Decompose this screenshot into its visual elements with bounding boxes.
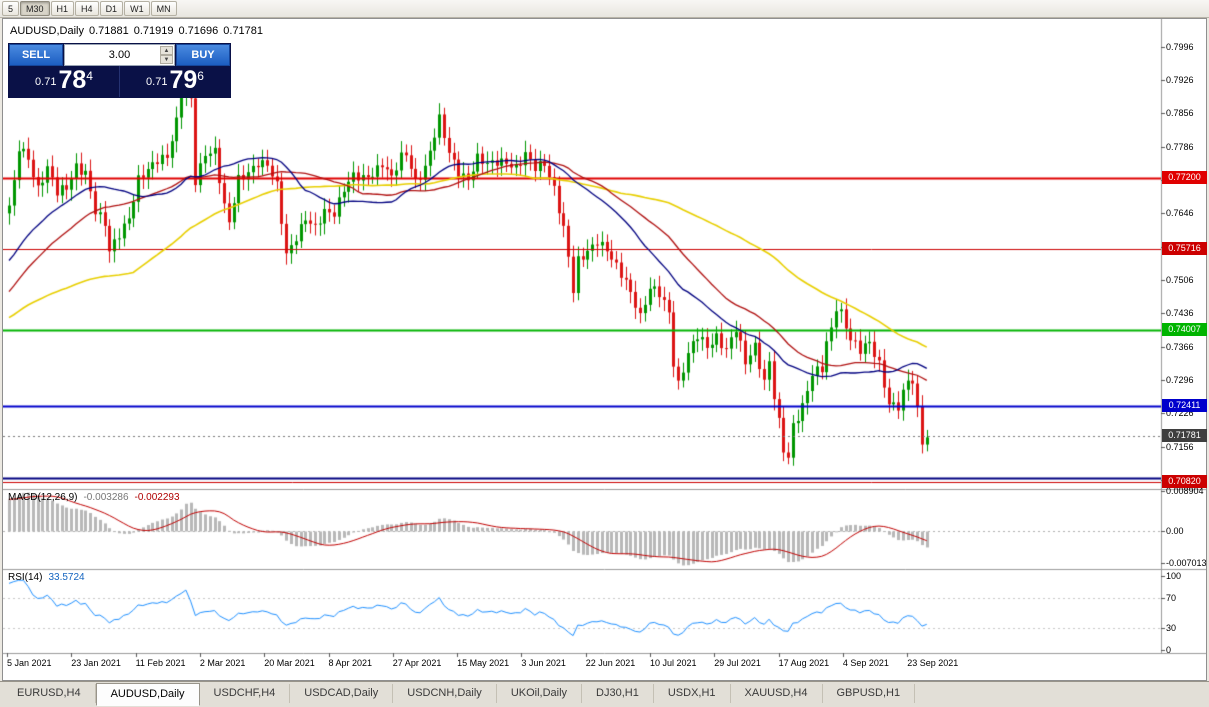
time-axis-label: 29 Jul 2021 — [714, 658, 761, 668]
ohlc-open: 0.71881 — [88, 25, 129, 37]
ask-price-big-digits: 79 — [169, 66, 198, 94]
bid-price-big-digits: 78 — [58, 66, 87, 94]
price-level-badge: 0.74007 — [1162, 323, 1207, 336]
chart-tab-usdcad[interactable]: USDCAD,Daily — [290, 684, 394, 703]
one-click-trading-panel: SELL 3.00 ▲ ▼ BUY 0.71 78 4 0.71 79 6 — [8, 43, 231, 98]
time-axis-label: 23 Sep 2021 — [907, 658, 959, 668]
timeframe-button-mn[interactable]: MN — [150, 1, 177, 16]
axis-tick-label: 0.7786 — [1166, 141, 1194, 152]
macd-indicator-header: MACD(12,26,9) -0.003286 -0.002293 — [8, 492, 180, 503]
time-axis-label: 22 Jun 2021 — [585, 658, 636, 668]
chart-tab-usdcnh[interactable]: USDCNH,Daily — [393, 684, 497, 703]
axis-tick-label: 70 — [1166, 593, 1177, 604]
price-chart-canvas[interactable] — [3, 19, 1206, 680]
axis-tick-label: 0.7296 — [1166, 374, 1194, 385]
price-level-badge: 0.75716 — [1162, 241, 1207, 255]
time-axis-label: 15 May 2021 — [457, 658, 510, 668]
ask-price: 0.71 79 6 — [119, 66, 230, 97]
axis-tick-label: 0.008904 — [1166, 486, 1204, 496]
rsi-label: RSI(14) — [8, 572, 43, 583]
time-axis-label: 3 Jun 2021 — [521, 658, 566, 668]
axis-tick-label: -0.007013 — [1166, 558, 1207, 568]
chart-tab-xauusd[interactable]: XAUUSD,H4 — [731, 684, 823, 703]
timeframe-button-h4[interactable]: H4 — [75, 1, 99, 16]
lot-increase-icon[interactable]: ▲ — [160, 46, 173, 55]
timeframe-button-5[interactable]: 5 — [2, 1, 20, 16]
macd-label: MACD(12,26,9) — [8, 492, 78, 503]
chart-tab-ukoil[interactable]: UKOil,Daily — [497, 684, 583, 703]
price-level-badge: 0.72411 — [1162, 399, 1207, 412]
axis-tick-label: 0.7226 — [1166, 408, 1194, 419]
ohlc-low: 0.71696 — [178, 25, 219, 37]
time-axis-label: 4 Sep 2021 — [842, 658, 889, 668]
ohlc-close: 0.71781 — [223, 25, 264, 37]
time-axis-label: 11 Feb 2021 — [135, 658, 186, 668]
timeframe-toolbar: 5 M30 H1 H4 D1 W1 MN — [0, 0, 1209, 18]
axis-tick-label: 100 — [1166, 571, 1182, 581]
time-axis-label: 17 Aug 2021 — [778, 658, 830, 668]
time-axis-label: 20 Mar 2021 — [264, 658, 315, 668]
chart-tab-usdx[interactable]: USDX,H1 — [654, 684, 731, 703]
time-axis-label: 2 Mar 2021 — [199, 658, 246, 668]
rsi-indicator-header: RSI(14) 33.5724 — [8, 572, 85, 583]
sell-button[interactable]: SELL — [9, 44, 63, 66]
trade-panel-quotes: 0.71 78 4 0.71 79 6 — [9, 66, 230, 97]
axis-tick-label: 0.7926 — [1166, 74, 1194, 85]
lot-decrease-icon[interactable]: ▼ — [160, 55, 173, 64]
chart-ohlc-header: AUDUSD,Daily 0.71881 0.71919 0.71696 0.71781 — [10, 25, 268, 37]
chart-tab-usdchf[interactable]: USDCHF,H4 — [200, 684, 291, 703]
timeframe-button-h1[interactable]: H1 — [50, 1, 75, 16]
current-price-badge: 0.71781 — [1162, 429, 1207, 442]
buy-button[interactable]: BUY — [176, 44, 230, 66]
ohlc-high: 0.71919 — [133, 25, 174, 37]
axis-tick-label: 0.7366 — [1166, 341, 1194, 352]
axis-tick-label: 0.7156 — [1166, 441, 1194, 452]
chart-window: AUDUSD,Daily 0.71881 0.71919 0.71696 0.71781… — [2, 18, 1207, 681]
bid-price-pip-digit: 4 — [86, 69, 93, 83]
time-axis-label: 5 Jan 2021 — [7, 658, 52, 668]
timeframe-button-m30[interactable]: M30 — [20, 1, 50, 16]
time-axis-label: 10 Jul 2021 — [650, 658, 697, 668]
axis-tick-label: 30 — [1166, 622, 1177, 633]
bid-price: 0.71 78 4 — [9, 66, 119, 97]
lot-size-field[interactable]: 3.00 ▲ ▼ — [64, 44, 175, 66]
chart-tab-gbpusd[interactable]: GBPUSD,H1 — [823, 684, 916, 703]
axis-tick-label: 0.7506 — [1166, 274, 1194, 285]
chart-tab-dj30[interactable]: DJ30,H1 — [582, 684, 654, 703]
rsi-value: 33.5724 — [48, 572, 85, 583]
chart-symbol-label: AUDUSD,Daily — [10, 25, 84, 37]
ask-price-prefix: 0.71 — [146, 76, 168, 88]
price-level-badge: 0.70820 — [1162, 474, 1207, 488]
lot-size-value: 3.00 — [108, 49, 131, 61]
axis-tick-label: 0.7996 — [1166, 41, 1194, 52]
axis-tick-label: 0.7646 — [1166, 208, 1194, 219]
timeframe-button-d1[interactable]: D1 — [99, 1, 124, 16]
macd-signal-value: -0.002293 — [134, 492, 180, 503]
timeframe-button-w1[interactable]: W1 — [124, 1, 150, 16]
chart-tab-bar: EURUSD,H4 AUDUSD,Daily USDCHF,H4 USDCAD,Dai… — [0, 681, 1209, 707]
time-axis-label: 23 Jan 2021 — [71, 658, 121, 668]
time-axis-label: 8 Apr 2021 — [328, 658, 373, 668]
time-axis-label: 27 Apr 2021 — [392, 658, 442, 668]
axis-tick-label: 0.00 — [1166, 526, 1184, 537]
ask-price-pip-digit: 6 — [197, 69, 204, 83]
macd-main-value: -0.003286 — [83, 492, 129, 503]
trade-panel-controls: SELL 3.00 ▲ ▼ BUY — [9, 44, 230, 66]
axis-tick-label: 0 — [1166, 645, 1172, 655]
axis-tick-label: 0.7436 — [1166, 308, 1194, 319]
price-level-badge: 0.77200 — [1162, 170, 1207, 184]
chart-tab-eurusd[interactable]: EURUSD,H4 — [3, 684, 96, 703]
chart-tab-audusd[interactable]: AUDUSD,Daily — [95, 683, 200, 706]
lot-spinner[interactable]: ▲ ▼ — [160, 46, 173, 64]
bid-price-prefix: 0.71 — [35, 76, 57, 88]
axis-tick-label: 0.7856 — [1166, 108, 1194, 119]
